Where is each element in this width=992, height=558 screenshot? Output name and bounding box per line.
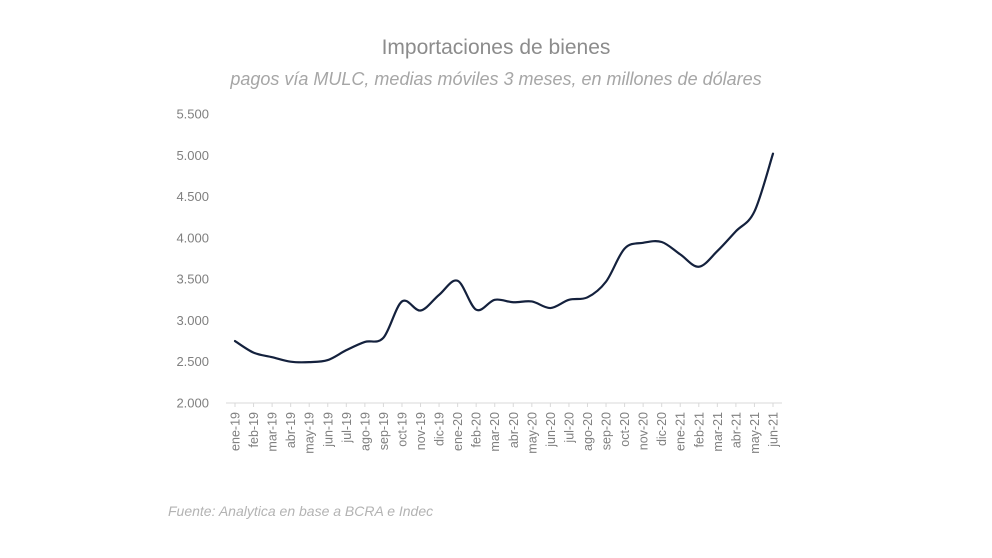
x-tick-label: jun-19 bbox=[321, 412, 335, 448]
y-tick-label: 2.000 bbox=[176, 396, 209, 411]
y-tick-label: 2.500 bbox=[176, 354, 209, 369]
y-tick-label: 4.500 bbox=[176, 189, 209, 204]
x-tick-label: oct-20 bbox=[618, 412, 632, 447]
chart-source: Fuente: Analytica en base a BCRA e Indec bbox=[168, 503, 434, 519]
x-tick-label: nov-19 bbox=[414, 412, 428, 450]
x-tick-label: abr-19 bbox=[284, 412, 298, 448]
x-tick-label: jul-19 bbox=[340, 412, 354, 444]
x-tick-label: jun-20 bbox=[544, 412, 558, 448]
y-tick-label: 5.500 bbox=[176, 107, 209, 122]
chart-title: Importaciones de bienes bbox=[381, 36, 611, 59]
x-tick-label: abr-21 bbox=[729, 412, 743, 448]
x-tick-label: ene-21 bbox=[674, 412, 688, 451]
y-tick-label: 5.000 bbox=[176, 148, 209, 163]
x-tick-label: mar-21 bbox=[711, 412, 725, 452]
x-tick-label: jun-21 bbox=[767, 412, 781, 448]
x-tick-label: may-21 bbox=[748, 412, 762, 454]
x-tick-label: sep-19 bbox=[377, 412, 391, 450]
y-tick-label: 3.500 bbox=[176, 272, 209, 287]
x-tick-label: oct-19 bbox=[395, 412, 409, 447]
x-tick-label: nov-20 bbox=[637, 412, 651, 450]
x-tick-label: dic-19 bbox=[433, 412, 447, 446]
x-tick-label: feb-21 bbox=[692, 412, 706, 447]
x-tick-label: mar-20 bbox=[488, 412, 502, 452]
x-tick-label: mar-19 bbox=[266, 412, 280, 452]
x-tick-label: ago-20 bbox=[581, 412, 595, 451]
x-tick-label: abr-20 bbox=[507, 412, 521, 448]
x-tick-label: sep-20 bbox=[600, 412, 614, 450]
x-tick-label: may-19 bbox=[303, 412, 317, 454]
chart-subtitle: pagos vía MULC, medias móviles 3 meses, … bbox=[230, 69, 762, 89]
y-tick-label: 3.000 bbox=[176, 313, 209, 328]
y-tick-label: 4.000 bbox=[176, 230, 209, 245]
series-layer bbox=[233, 152, 775, 364]
x-tick-label: ago-19 bbox=[358, 412, 372, 451]
y-axis: 5.500 5.000 4.500 4.000 3.500 3.000 2.500 2.000 bbox=[176, 107, 209, 411]
x-tick-label: feb-19 bbox=[247, 412, 261, 447]
x-tick-label: feb-20 bbox=[470, 412, 484, 447]
x-tick-label: dic-20 bbox=[655, 412, 669, 446]
x-tick-label: ene-19 bbox=[229, 412, 243, 451]
x-tick-label: may-20 bbox=[525, 412, 539, 454]
series-line bbox=[233, 152, 775, 364]
x-tick-label: ene-20 bbox=[451, 412, 465, 451]
x-axis: ene-19 feb-19 mar-19 abr-19 may-19 jun-19 jul-… bbox=[229, 403, 781, 454]
x-tick-label: jul-20 bbox=[562, 412, 576, 444]
